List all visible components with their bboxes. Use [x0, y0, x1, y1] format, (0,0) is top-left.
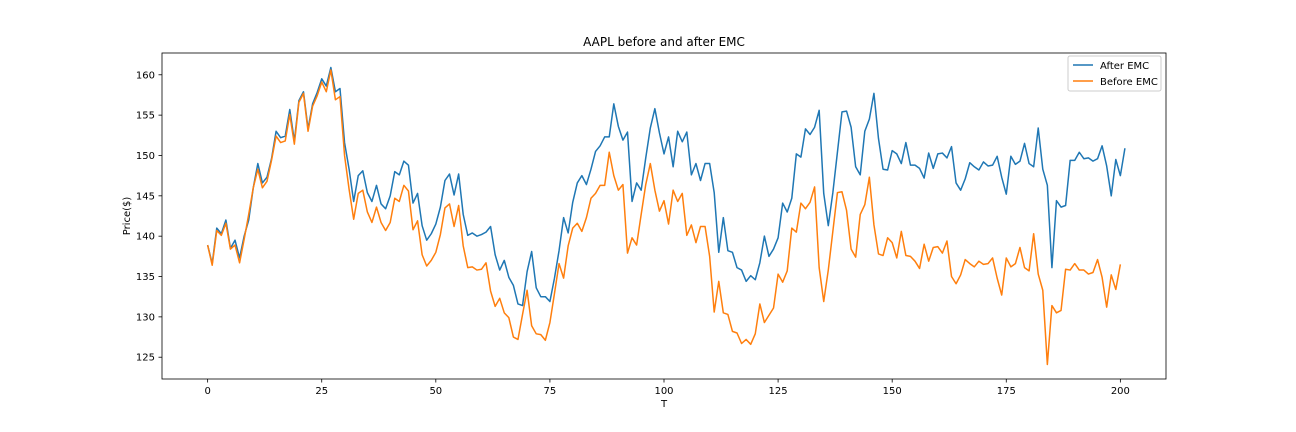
x-tick-label: 100: [654, 386, 673, 397]
x-tick-label: 125: [769, 386, 788, 397]
y-tick-label: 130: [136, 312, 155, 323]
y-tick-label: 155: [136, 111, 155, 122]
y-axis-label: Price($): [122, 197, 133, 236]
x-tick-label: 175: [997, 386, 1016, 397]
chart-title: AAPL before and after EMC: [583, 35, 745, 49]
y-tick-label: 125: [136, 353, 155, 364]
series-line-before-emc: [206, 69, 1122, 366]
legend-label-after-emc: After EMC: [1100, 61, 1149, 72]
x-tick-label: 25: [315, 386, 328, 397]
x-axis: 0 25 50 75 100 125 150 175 200: [204, 379, 1130, 397]
legend: After EMC Before EMC: [1067, 55, 1162, 92]
x-tick-label: 150: [883, 386, 902, 397]
x-tick-label: 0: [204, 386, 210, 397]
x-tick-label: 200: [1111, 386, 1130, 397]
y-tick-label: 150: [136, 151, 155, 162]
x-tick-label: 50: [429, 386, 442, 397]
y-axis: 125 130 135 140 145 150 155 160: [136, 70, 162, 364]
y-tick-label: 140: [136, 232, 155, 243]
y-tick-label: 145: [136, 191, 155, 202]
y-tick-label: 160: [136, 70, 155, 81]
y-tick-label: 135: [136, 272, 155, 283]
series-line-after-emc: [206, 66, 1126, 307]
legend-label-before-emc: Before EMC: [1100, 77, 1158, 88]
x-axis-label: T: [660, 399, 668, 410]
x-tick-label: 75: [544, 386, 557, 397]
